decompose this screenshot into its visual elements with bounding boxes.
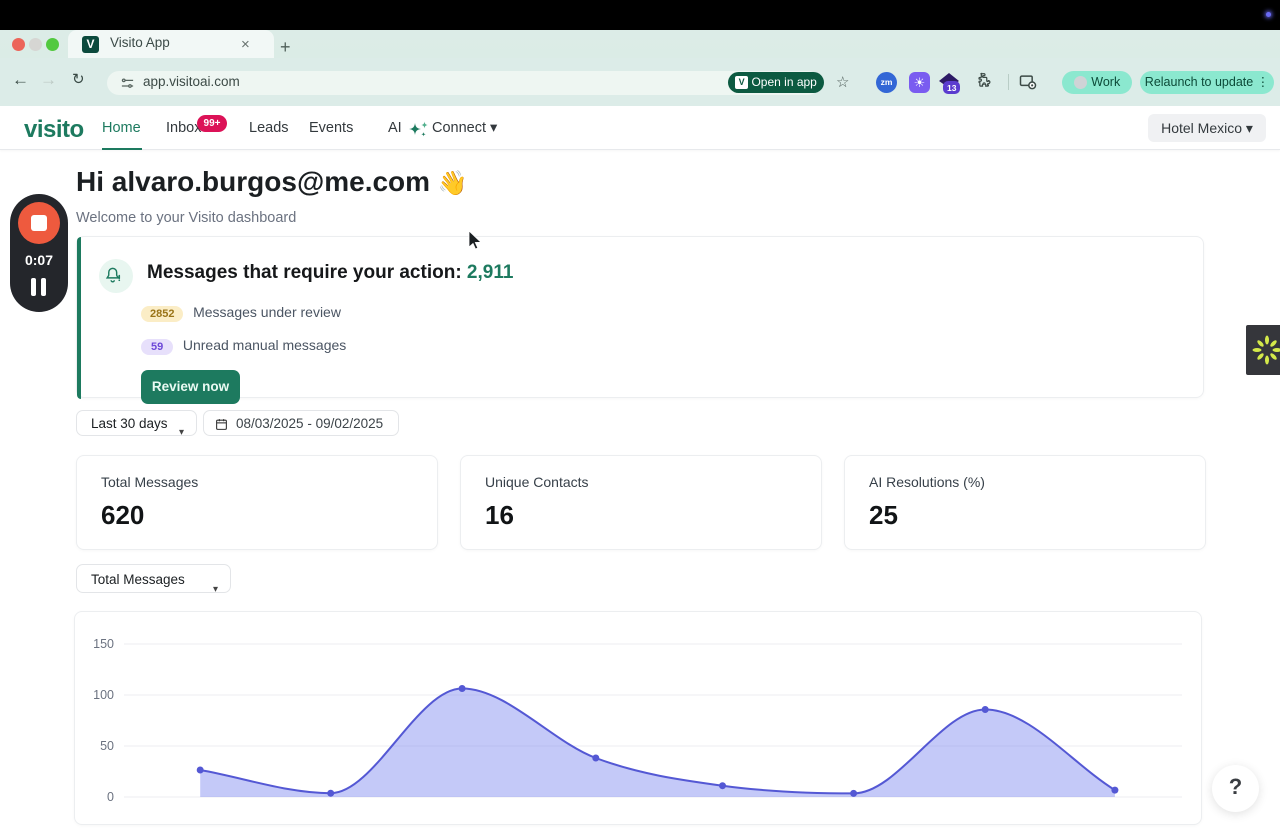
svg-text:100: 100 (93, 688, 114, 702)
svg-text:0: 0 (107, 790, 114, 804)
svg-text:150: 150 (93, 637, 114, 651)
svg-text:50: 50 (100, 739, 114, 753)
